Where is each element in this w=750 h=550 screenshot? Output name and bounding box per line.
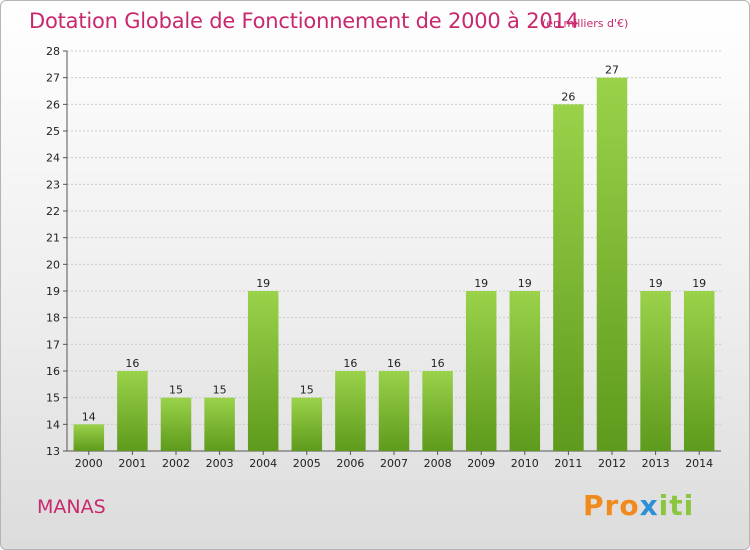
data-label: 26 xyxy=(561,90,575,103)
x-tick-label: 2010 xyxy=(511,457,539,470)
labels: 13 14 15 16 17 18 19 20 21 22 23 24 25 26 27 28 14 2000 16… xyxy=(46,45,713,470)
bar-2012 xyxy=(596,77,628,452)
y-tick-label: 17 xyxy=(46,338,60,351)
x-tick-label: 2001 xyxy=(118,457,146,470)
y-tick-label: 14 xyxy=(46,418,60,431)
x-tick-label: 2014 xyxy=(685,457,713,470)
commune-name: MANAS xyxy=(37,496,106,518)
bar-2011 xyxy=(553,104,584,451)
data-label: 19 xyxy=(649,277,663,290)
data-label: 15 xyxy=(169,384,183,397)
y-tick-label: 15 xyxy=(46,392,60,405)
bar-2007 xyxy=(378,371,410,451)
data-label: 19 xyxy=(518,277,532,290)
x-tick-label: 2013 xyxy=(642,457,670,470)
x-tick-label: 2002 xyxy=(162,457,190,470)
data-label: 16 xyxy=(431,357,445,370)
y-tick-label: 23 xyxy=(46,178,60,191)
bar-2009 xyxy=(465,291,497,451)
y-tick-label: 28 xyxy=(46,45,60,58)
bar-2003 xyxy=(204,397,235,451)
x-tick-label: 2005 xyxy=(293,457,321,470)
data-label: 19 xyxy=(692,277,706,290)
chart-title: Dotation Globale de Fonctionnement de 20… xyxy=(29,9,579,33)
y-tick-label: 20 xyxy=(46,258,60,271)
chart-unit: (en milliers d'€) xyxy=(542,17,629,30)
x-tick-label: 2003 xyxy=(206,457,234,470)
x-tick-label: 2011 xyxy=(554,457,582,470)
y-tick-label: 19 xyxy=(46,285,60,298)
bar-2000 xyxy=(73,424,105,451)
bar-2004 xyxy=(247,291,279,451)
data-label: 19 xyxy=(256,277,270,290)
bar-2013 xyxy=(640,291,671,451)
y-tick-label: 18 xyxy=(46,312,60,325)
x-tick-label: 2009 xyxy=(467,457,495,470)
y-tick-label: 26 xyxy=(46,98,60,111)
x-tick-label: 2007 xyxy=(380,457,408,470)
y-tick-label: 13 xyxy=(46,445,60,458)
data-label: 27 xyxy=(605,64,619,77)
bar-2001 xyxy=(117,371,148,451)
y-tick-label: 25 xyxy=(46,125,60,138)
x-tick-label: 2004 xyxy=(249,457,277,470)
data-label: 16 xyxy=(125,357,139,370)
bars xyxy=(73,77,715,452)
y-tick-label: 16 xyxy=(46,365,60,378)
data-label: 19 xyxy=(474,277,488,290)
y-tick-label: 24 xyxy=(46,152,60,165)
bar-2010 xyxy=(509,291,541,451)
y-tick-label: 21 xyxy=(46,232,60,245)
x-tick-label: 2008 xyxy=(424,457,452,470)
bar-2008 xyxy=(422,371,453,451)
x-tick-label: 2006 xyxy=(336,457,364,470)
y-tick-label: 22 xyxy=(46,205,60,218)
bar-2006 xyxy=(335,371,366,451)
data-label: 16 xyxy=(343,357,357,370)
bar-2002 xyxy=(160,397,192,451)
bar-2005 xyxy=(291,397,323,451)
data-label: 15 xyxy=(213,384,227,397)
y-tick-label: 27 xyxy=(46,72,60,85)
bar-2014 xyxy=(683,291,715,451)
data-label: 14 xyxy=(82,410,96,423)
x-tick-label: 2012 xyxy=(598,457,626,470)
data-label: 15 xyxy=(300,384,314,397)
x-tick-label: 2000 xyxy=(75,457,103,470)
data-label: 16 xyxy=(387,357,401,370)
proxiti-logo: Proxiti xyxy=(583,489,695,522)
